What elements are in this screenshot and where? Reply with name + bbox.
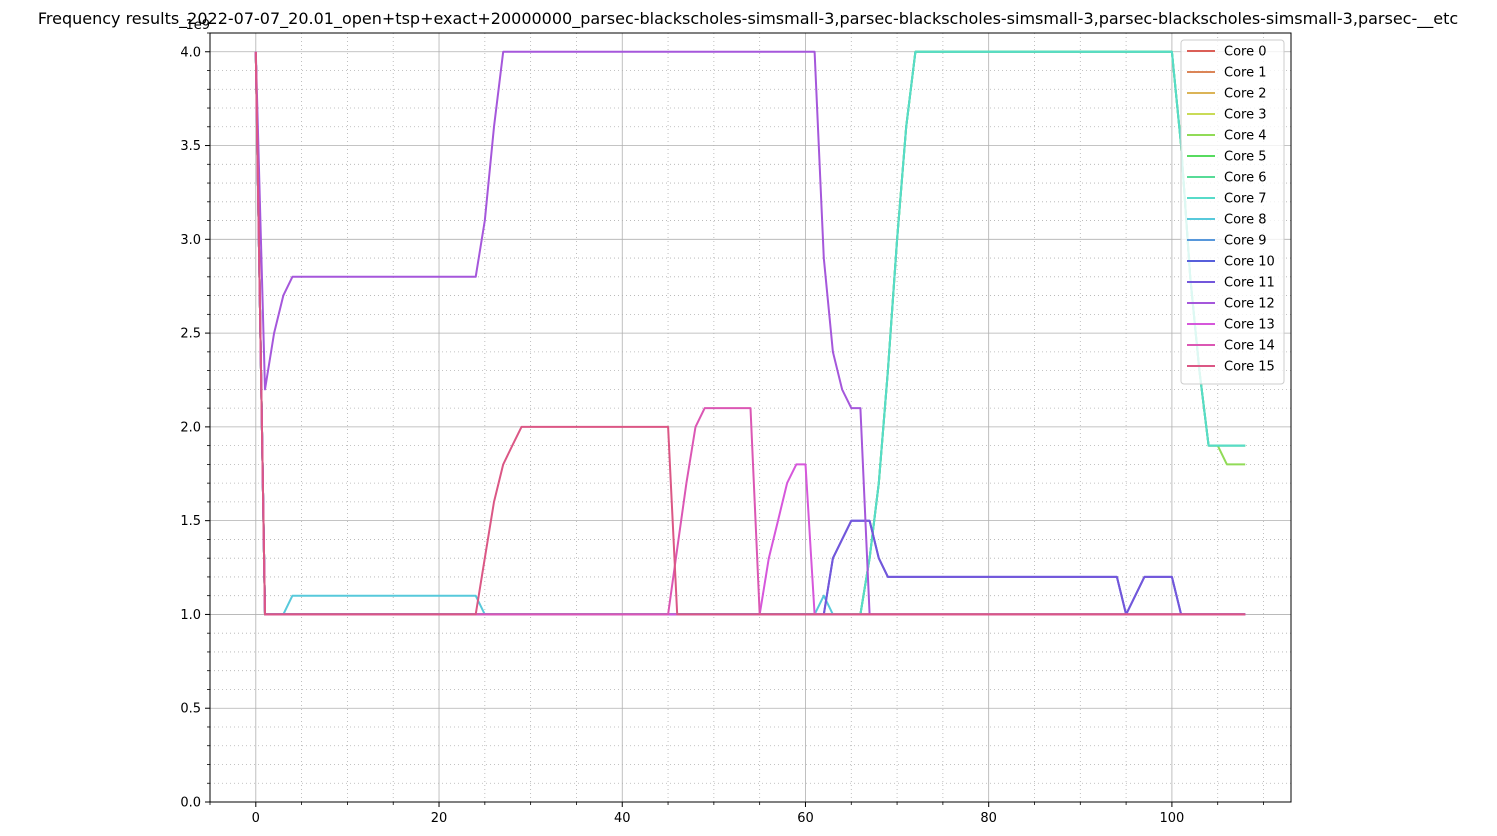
legend-label: Core 12 bbox=[1224, 297, 1275, 312]
y-tick-label: 0.0 bbox=[180, 796, 201, 811]
y-tick-label: 3.0 bbox=[180, 233, 201, 248]
legend-label: Core 11 bbox=[1224, 276, 1275, 291]
legend-label: Core 2 bbox=[1224, 87, 1267, 102]
legend-box bbox=[1180, 39, 1285, 385]
x-tick-label: 0 bbox=[252, 811, 260, 826]
axis-ticks: 0 20 40 60 80 100 0.0 0.5 1.0 1.5 2.0 2.5 3.0 3.5 4.0 bbox=[180, 32, 1264, 826]
legend-label: Core 4 bbox=[1224, 129, 1267, 144]
legend-label: Core 13 bbox=[1224, 318, 1275, 333]
y-offset-label: 1e9 bbox=[185, 18, 210, 33]
minor-grid bbox=[209, 32, 1291, 802]
series-line-core-15 bbox=[254, 51, 1246, 616]
x-tick-label: 60 bbox=[797, 811, 814, 826]
legend-label: Core 15 bbox=[1224, 360, 1275, 375]
legend-label: Core 0 bbox=[1224, 45, 1267, 60]
legend-label: Core 14 bbox=[1224, 339, 1275, 354]
x-tick-label: 40 bbox=[614, 811, 631, 826]
x-tick-label: 20 bbox=[431, 811, 448, 826]
y-tick-label: 1.5 bbox=[180, 514, 201, 529]
y-tick-label: 3.5 bbox=[180, 139, 201, 154]
legend-label: Core 3 bbox=[1224, 108, 1267, 123]
legend-label: Core 7 bbox=[1224, 192, 1267, 207]
series-line-core-12 bbox=[254, 50, 1246, 616]
y-tick-label: 4.0 bbox=[180, 45, 201, 60]
plot-frame bbox=[209, 32, 1292, 803]
y-tick-label: 0.5 bbox=[180, 702, 201, 717]
legend-label: Core 8 bbox=[1224, 213, 1267, 228]
y-tick-label: 2.0 bbox=[180, 420, 201, 435]
legend-label: Core 10 bbox=[1224, 255, 1275, 270]
legend-label: Core 1 bbox=[1224, 66, 1267, 81]
y-tick-label: 1.0 bbox=[180, 608, 201, 623]
series-line-core-11 bbox=[254, 51, 1246, 616]
legend-label: Core 6 bbox=[1224, 171, 1267, 186]
series-lines bbox=[254, 50, 1246, 616]
chart-title: Frequency results_2022-07-07_20.01_open+… bbox=[38, 9, 1458, 29]
y-tick-label: 2.5 bbox=[180, 327, 201, 342]
x-tick-label: 100 bbox=[1159, 811, 1184, 826]
legend-label: Core 5 bbox=[1224, 150, 1267, 165]
legend-label: Core 9 bbox=[1224, 234, 1267, 249]
legend: Core 0 Core 1 Core 2 Core 3 Core 4 Core 5 Core… bbox=[1180, 39, 1285, 385]
x-tick-label: 80 bbox=[980, 811, 997, 826]
